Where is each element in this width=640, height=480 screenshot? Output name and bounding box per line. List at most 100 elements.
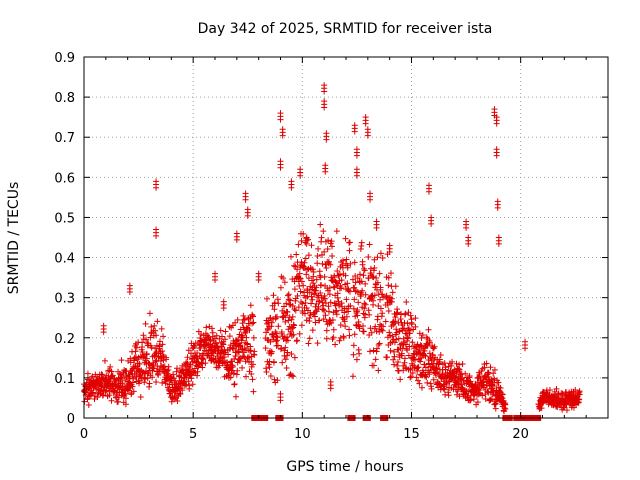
- data-point: [232, 353, 239, 360]
- data-point: [153, 379, 160, 386]
- data-point: [385, 274, 392, 281]
- data-point: [353, 356, 360, 363]
- data-point: [345, 308, 352, 315]
- data-point: [194, 350, 201, 357]
- data-point: [185, 347, 192, 354]
- data-point: [456, 393, 463, 400]
- data-point: [291, 354, 298, 361]
- data-point: [131, 364, 138, 371]
- data-point: [452, 374, 459, 381]
- data-point: [327, 261, 334, 268]
- data-point: [407, 366, 414, 373]
- data-point: [263, 369, 270, 376]
- data-point: [153, 332, 160, 339]
- data-point: [334, 294, 341, 301]
- data-point: [373, 275, 380, 282]
- data-point: [298, 322, 305, 329]
- data-point: [382, 318, 389, 325]
- data-point: [362, 280, 369, 287]
- data-point: [247, 302, 254, 309]
- data-point: [282, 312, 289, 319]
- tick-labels: 0 0.1 0.2 0.3 0.4 0.5 0.6 0.7 0.8 0.9 0 5 10 15 20: [54, 51, 529, 442]
- data-point: [482, 395, 489, 402]
- data-point: [324, 245, 331, 252]
- data-point: [294, 266, 301, 273]
- data-point: [306, 335, 313, 342]
- data-point: [374, 254, 381, 261]
- data-point: [417, 358, 424, 365]
- data-point: [384, 301, 391, 308]
- data-point: [291, 322, 298, 329]
- data-point: [230, 345, 237, 352]
- data-point: [321, 248, 328, 255]
- data-point: [174, 398, 181, 405]
- data-point: [465, 240, 472, 247]
- data-point: [249, 376, 256, 383]
- axis-ticks: [83, 56, 608, 419]
- data-point: [374, 279, 381, 286]
- data-point: [279, 132, 286, 139]
- data-point: [234, 316, 241, 323]
- data-point: [289, 302, 296, 309]
- data-point: [250, 334, 257, 341]
- data-point: [321, 88, 328, 95]
- data-point: [288, 350, 295, 357]
- y-tick-label: 0.3: [54, 292, 75, 307]
- data-point: [502, 401, 509, 408]
- data-point: [146, 380, 153, 387]
- data-point: [303, 271, 310, 278]
- data-point: [362, 291, 369, 298]
- data-point: [251, 348, 258, 355]
- data-point: [230, 370, 237, 377]
- data-point: [146, 310, 153, 317]
- data-point: [281, 279, 288, 286]
- data-point: [270, 358, 277, 365]
- data-point: [389, 289, 396, 296]
- data-point: [453, 360, 460, 367]
- data-point: [246, 327, 253, 334]
- data-point: [122, 401, 129, 408]
- data-point: [249, 361, 256, 368]
- data-point: [488, 396, 495, 403]
- data-point: [274, 334, 281, 341]
- data-point: [462, 370, 469, 377]
- data-point: [124, 386, 131, 393]
- data-point: [297, 264, 304, 271]
- data-point: [392, 318, 399, 325]
- data-point: [323, 265, 330, 272]
- data-point: [283, 365, 290, 372]
- data-point: [302, 255, 309, 262]
- data-point: [299, 300, 306, 307]
- data-point: [309, 327, 316, 334]
- data-point: [401, 325, 408, 332]
- data-point: [403, 298, 410, 305]
- data-point: [288, 184, 295, 191]
- data-point: [499, 391, 506, 398]
- data-point: [314, 253, 321, 260]
- data-point: [312, 319, 319, 326]
- data-points: [81, 82, 583, 421]
- data-point: [263, 295, 270, 302]
- data-point: [408, 321, 415, 328]
- data-point: [282, 318, 289, 325]
- data-point: [394, 359, 401, 366]
- data-point: [418, 384, 425, 391]
- data-point: [333, 228, 340, 235]
- data-point: [325, 303, 332, 310]
- data-point: [329, 243, 336, 250]
- data-point: [316, 298, 323, 305]
- data-point: [336, 271, 343, 278]
- data-point: [285, 317, 292, 324]
- data-point: [474, 399, 481, 406]
- data-point: [354, 306, 361, 313]
- data-point: [248, 370, 255, 377]
- data-point: [380, 294, 387, 301]
- data-point: [330, 326, 337, 333]
- data-point: [218, 333, 225, 340]
- data-point: [417, 342, 424, 349]
- data-point: [375, 341, 382, 348]
- data-point: [322, 300, 329, 307]
- y-tick-label: 0.1: [54, 372, 75, 387]
- data-point: [362, 301, 369, 308]
- data-point: [425, 367, 432, 374]
